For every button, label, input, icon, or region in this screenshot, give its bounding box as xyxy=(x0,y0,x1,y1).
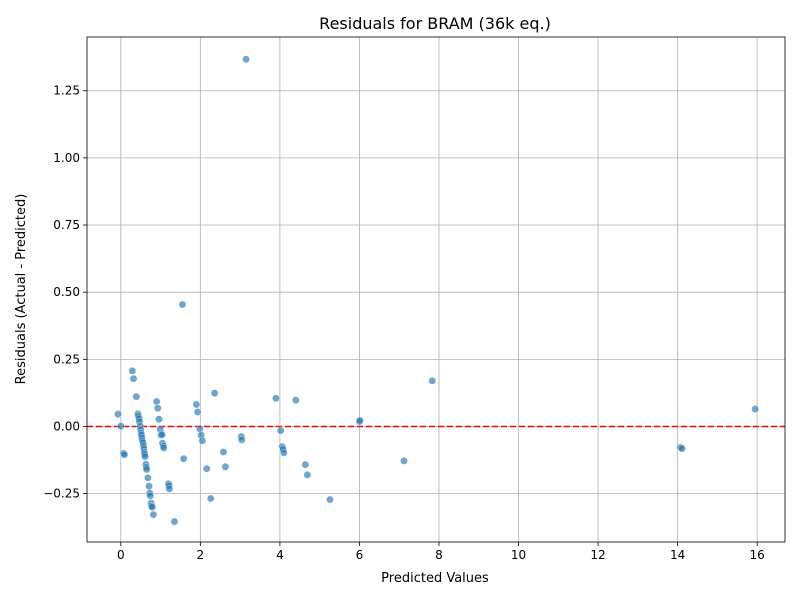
y-tick-label: 1.00 xyxy=(53,151,80,165)
data-point xyxy=(158,430,167,439)
data-point xyxy=(129,374,138,383)
data-point xyxy=(219,448,228,456)
data-point xyxy=(141,452,149,461)
data-points xyxy=(114,55,760,526)
data-point xyxy=(678,444,686,453)
data-point xyxy=(155,415,163,424)
data-point xyxy=(237,436,246,444)
data-point xyxy=(221,462,230,471)
data-point xyxy=(192,400,201,409)
y-axis-label: Residuals (Actual - Predicted) xyxy=(14,194,29,385)
x-tick-label: 10 xyxy=(511,548,526,562)
x-axis-ticks: 0 2 4 6 8 10 12 14 16 xyxy=(117,542,765,562)
x-tick-label: 8 xyxy=(435,548,443,562)
y-tick-label: 0.00 xyxy=(53,419,80,433)
data-point xyxy=(355,416,364,425)
data-point xyxy=(165,484,174,493)
data-point xyxy=(132,392,141,401)
data-point xyxy=(148,503,157,511)
data-point xyxy=(178,300,187,309)
data-point xyxy=(206,494,215,503)
data-point xyxy=(303,470,312,479)
data-point xyxy=(128,367,137,375)
data-point xyxy=(114,410,122,418)
y-tick-label: 0.75 xyxy=(53,218,80,232)
data-point xyxy=(291,396,300,405)
y-tick-label: 0.50 xyxy=(53,285,80,299)
y-tick-label: 0.25 xyxy=(53,352,80,366)
data-point xyxy=(144,473,152,482)
data-point xyxy=(272,394,280,403)
chart-title: Residuals for BRAM (36k eq.) xyxy=(319,14,551,33)
x-tick-label: 14 xyxy=(670,548,685,562)
data-point xyxy=(242,55,250,64)
x-tick-label: 12 xyxy=(590,548,605,562)
y-tick-label: −0.25 xyxy=(43,487,80,501)
data-point xyxy=(116,422,125,431)
data-point xyxy=(301,460,310,469)
data-point xyxy=(751,405,760,413)
data-point xyxy=(280,448,288,457)
data-point xyxy=(170,517,179,526)
grid xyxy=(87,37,785,542)
x-tick-label: 2 xyxy=(197,548,205,562)
data-point xyxy=(400,457,408,465)
data-point xyxy=(153,404,162,413)
data-point xyxy=(326,495,334,504)
data-point xyxy=(210,389,219,398)
x-tick-label: 6 xyxy=(356,548,364,562)
x-tick-label: 4 xyxy=(276,548,284,562)
data-point xyxy=(202,464,211,473)
data-point xyxy=(159,444,168,452)
data-point xyxy=(152,397,161,406)
data-point xyxy=(149,510,158,519)
data-point xyxy=(276,426,285,435)
data-point xyxy=(146,491,155,500)
x-tick-label: 16 xyxy=(750,548,765,562)
plot-frame xyxy=(86,36,786,543)
data-point xyxy=(198,436,207,445)
x-axis-label: Predicted Values xyxy=(381,571,489,586)
y-axis-ticks: −0.25 0.00 0.25 0.50 0.75 1.00 1.25 xyxy=(43,84,87,501)
data-point xyxy=(193,408,202,416)
y-tick-label: 1.25 xyxy=(53,84,80,98)
data-point xyxy=(145,482,153,490)
data-point xyxy=(120,450,129,459)
data-point xyxy=(428,376,437,385)
data-point xyxy=(142,465,151,474)
x-tick-label: 0 xyxy=(117,548,125,562)
data-point xyxy=(179,454,188,463)
